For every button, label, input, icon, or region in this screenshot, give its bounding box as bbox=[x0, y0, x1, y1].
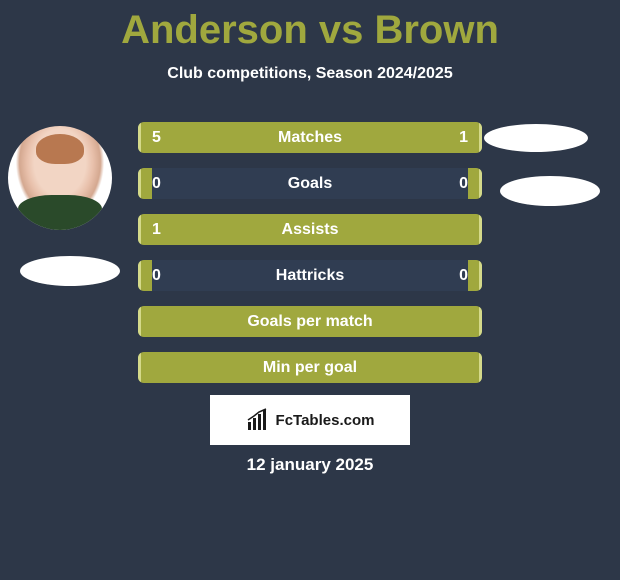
stat-bar-min-per-goal: Min per goal bbox=[138, 352, 482, 383]
stat-bar-goals: 0 Goals 0 bbox=[138, 168, 482, 199]
stat-label: Matches bbox=[278, 129, 342, 147]
stat-bar-hattricks: 0 Hattricks 0 bbox=[138, 260, 482, 291]
footer-brand-text: FcTables.com bbox=[276, 412, 375, 429]
stats-bars-container: 5 Matches 1 0 Goals 0 1 Assists 0 Hattri… bbox=[138, 122, 482, 398]
team-right-logo bbox=[500, 176, 600, 206]
footer-brand-logo: FcTables.com bbox=[210, 395, 410, 445]
bar-edge-right bbox=[479, 122, 482, 153]
team-left-logo bbox=[20, 256, 120, 286]
stat-value-right: 0 bbox=[459, 267, 468, 285]
bar-edge-left bbox=[138, 260, 141, 291]
stat-value-left: 0 bbox=[152, 267, 161, 285]
stat-label: Assists bbox=[282, 221, 339, 239]
bar-left-fill bbox=[138, 122, 406, 153]
stat-value-left: 1 bbox=[152, 221, 161, 239]
stat-label: Goals bbox=[288, 175, 332, 193]
player-left-avatar bbox=[8, 126, 112, 230]
bar-edge-left bbox=[138, 352, 141, 383]
page-title: Anderson vs Brown bbox=[0, 0, 620, 53]
stat-label: Hattricks bbox=[276, 267, 344, 285]
subtitle: Club competitions, Season 2024/2025 bbox=[0, 65, 620, 83]
stat-bar-goals-per-match: Goals per match bbox=[138, 306, 482, 337]
stat-value-left: 5 bbox=[152, 129, 161, 147]
stat-bar-matches: 5 Matches 1 bbox=[138, 122, 482, 153]
chart-icon bbox=[246, 408, 270, 432]
stat-label: Goals per match bbox=[247, 313, 372, 331]
date-text: 12 january 2025 bbox=[247, 455, 374, 475]
bar-edge-left bbox=[138, 168, 141, 199]
bar-edge-right bbox=[479, 352, 482, 383]
bar-edge-left bbox=[138, 122, 141, 153]
stat-value-right: 1 bbox=[459, 129, 468, 147]
stat-value-left: 0 bbox=[152, 175, 161, 193]
stat-bar-assists: 1 Assists bbox=[138, 214, 482, 245]
player-right-avatar bbox=[484, 124, 588, 152]
bar-edge-left bbox=[138, 306, 141, 337]
stat-value-right: 0 bbox=[459, 175, 468, 193]
bar-edge-right bbox=[479, 306, 482, 337]
bar-edge-right bbox=[479, 260, 482, 291]
bar-right-fill bbox=[406, 122, 482, 153]
bar-edge-right bbox=[479, 214, 482, 245]
stat-label: Min per goal bbox=[263, 359, 357, 377]
bar-edge-left bbox=[138, 214, 141, 245]
bar-edge-right bbox=[479, 168, 482, 199]
